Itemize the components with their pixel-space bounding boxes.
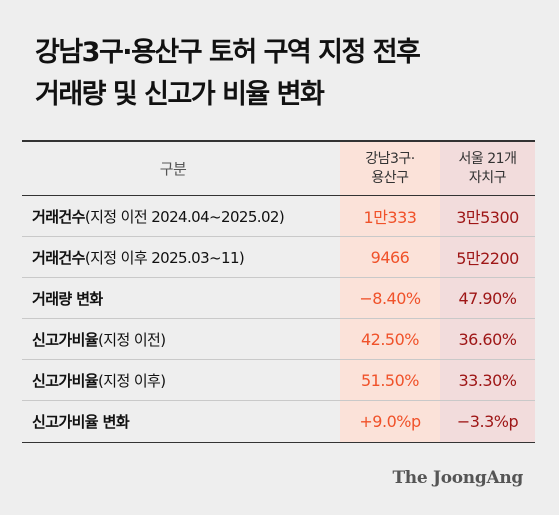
row-label-main: 신고가비율 변화	[32, 413, 130, 431]
table-row: 신고가비율 변화 +9.0%p −3.3%p	[22, 401, 535, 442]
cell-gangnam-value: 51.50%	[340, 360, 440, 400]
row-label-main: 거래량 변화	[32, 289, 103, 308]
cell-gangnam-value: +9.0%p	[340, 401, 440, 442]
cell-gangnam-value: 1만333	[340, 196, 440, 236]
row-label-detail: (지정 이후)	[98, 371, 166, 390]
row-label-main: 거래건수	[32, 207, 85, 226]
row-label-main: 거래건수	[32, 248, 85, 267]
row-label: 거래건수 (지정 이후 2025.03~11)	[22, 237, 340, 277]
row-label: 신고가비율 (지정 이후)	[22, 360, 340, 400]
cell-seoul-value: −3.3%p	[440, 401, 535, 442]
cell-gangnam-value: 42.50%	[340, 319, 440, 359]
row-label: 신고가비율 변화	[22, 401, 340, 442]
cell-gangnam-value: 9466	[340, 237, 440, 277]
row-label-detail: (지정 이후 2025.03~11)	[84, 248, 245, 267]
cell-seoul-value: 3만5300	[440, 196, 535, 236]
title-line-2: 거래량 및 신고가 비율 변화	[35, 79, 325, 110]
header-col-seoul-line1: 서울 21개	[458, 150, 517, 167]
header-col-seoul: 서울 21개 자치구	[440, 142, 535, 195]
row-label-detail: (지정 이전)	[98, 330, 166, 349]
table-row: 신고가비율 (지정 이전) 42.50% 36.60%	[22, 319, 535, 360]
cell-seoul-value: 33.30%	[440, 360, 535, 400]
page-title: 강남3구·용산구 토허 구역 지정 전후 거래량 및 신고가 비율 변화	[35, 32, 421, 116]
row-label-main: 신고가비율	[32, 330, 99, 349]
row-label: 거래건수 (지정 이전 2024.04~2025.02)	[22, 196, 340, 236]
row-label-detail: (지정 이전 2024.04~2025.02)	[84, 207, 285, 226]
table-row: 거래량 변화 −8.40% 47.90%	[22, 278, 535, 319]
row-label: 신고가비율 (지정 이전)	[22, 319, 340, 359]
cell-seoul-value: 47.90%	[440, 278, 535, 318]
header-col-seoul-line2: 자치구	[468, 169, 507, 186]
title-line-1: 강남3구·용산구 토허 구역 지정 전후	[35, 37, 421, 68]
row-label-main: 신고가비율	[32, 371, 99, 390]
header-col-gangnam-line2: 용산구	[371, 169, 409, 186]
table-row: 거래건수 (지정 이전 2024.04~2025.02) 1만333 3만5300	[22, 196, 535, 237]
header-col-gangnam: 강남3구· 용산구	[340, 142, 440, 195]
table-header-row: 구분 강남3구· 용산구 서울 21개 자치구	[22, 142, 535, 196]
cell-gangnam-value: −8.40%	[340, 278, 440, 318]
header-col-gangnam-line1: 강남3구·	[365, 150, 415, 167]
table-row: 신고가비율 (지정 이후) 51.50% 33.30%	[22, 360, 535, 401]
cell-seoul-value: 36.60%	[440, 319, 535, 359]
row-label: 거래량 변화	[22, 278, 340, 318]
header-label: 구분	[159, 160, 187, 178]
cell-seoul-value: 5만2200	[440, 237, 535, 277]
brand-logo: The JoongAng	[392, 468, 523, 488]
table-row: 거래건수 (지정 이후 2025.03~11) 9466 5만2200	[22, 237, 535, 278]
comparison-table: 구분 강남3구· 용산구 서울 21개 자치구 거래건수 (지정 이전 2024.…	[22, 140, 535, 443]
